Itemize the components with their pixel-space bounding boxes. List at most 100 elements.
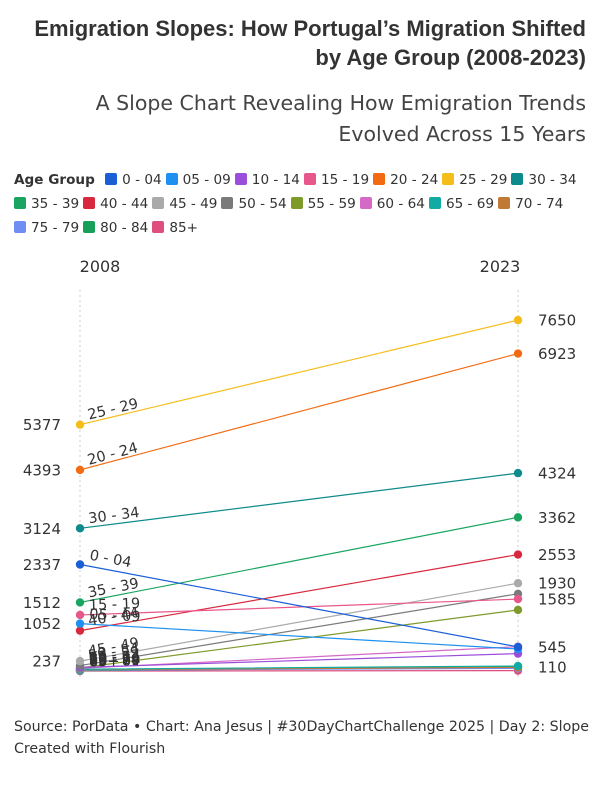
legend-item[interactable]: 10 - 14 [234,168,300,192]
point-start [75,524,85,533]
legend-item[interactable]: 20 - 24 [373,168,438,192]
point-start [75,560,85,569]
column-header-start: 2008 [80,257,121,276]
legend-swatch [511,173,524,185]
slope-line [79,623,519,650]
line-label: 05 - 09 [89,607,141,626]
legend-swatch [359,197,372,209]
slope-line [79,666,519,671]
point-end [513,605,523,615]
point-end [513,550,523,559]
point-end [513,513,523,522]
legend-swatch [221,197,234,209]
value-label-end: 4324 [538,465,576,483]
point-start [75,619,85,628]
legend-label: 65 - 69 [445,196,495,212]
legend-label: 30 - 34 [528,172,577,188]
value-label-end: 3362 [538,509,576,527]
legend-swatch [498,197,511,209]
point-start [75,656,85,666]
line-label: 20 - 24 [86,440,140,469]
line-label: 85+ [89,654,120,670]
legend-label: 40 - 44 [100,196,149,212]
slope-line [79,563,519,648]
legend-label: 45 - 49 [169,196,218,212]
value-label-start: 4393 [23,461,61,479]
point-end [513,468,523,478]
value-label-start: 3124 [23,520,61,538]
legend-swatch [14,197,26,209]
legend-swatch [234,173,247,185]
point-start [75,465,85,475]
line-label: 60 - 64 [88,649,140,668]
chart-subtitle: A Slope Chart Revealing How Emigration T… [95,91,586,146]
legend-label: 85+ [169,220,199,236]
legend-label: 25 - 29 [459,172,508,188]
legend-swatch [303,173,316,185]
value-label-start: 2337 [23,556,61,574]
line-label: 0 - 04 [88,548,132,572]
slope-line [79,352,519,471]
legend-item[interactable]: 35 - 39 [14,192,79,216]
legend-swatch [14,221,26,233]
legend-item[interactable]: 75 - 79 [14,216,79,240]
legend-item[interactable]: 70 - 74 [498,192,563,216]
point-start [75,610,85,620]
legend-item[interactable]: 80 - 84 [83,216,148,240]
legend-item[interactable]: 40 - 44 [83,192,148,216]
legend-label: 35 - 39 [31,196,80,212]
point-start [75,626,85,635]
line-label: 15 - 19 [89,596,141,614]
legend-swatch [165,173,178,185]
legend-label: 60 - 64 [376,196,425,212]
legend-item[interactable]: 45 - 49 [152,192,217,216]
point-end [513,594,523,604]
value-label-end: 2553 [538,546,576,564]
legend-item[interactable]: 65 - 69 [428,192,495,216]
value-label-start: 5377 [23,416,61,434]
point-start [75,420,85,429]
legend-item[interactable]: 55 - 59 [290,192,356,216]
slope-line [79,319,519,426]
legend-item[interactable]: 30 - 34 [511,168,577,192]
column-header-end: 2023 [480,257,521,276]
legend-item[interactable]: 0 - 04 [105,168,162,192]
legend-item[interactable]: 60 - 64 [359,192,425,216]
legend-label: 15 - 19 [320,172,370,188]
legend-swatch [105,173,118,185]
legend-label: 50 - 54 [238,196,287,212]
line-label: 80 - 84 [89,653,140,669]
legend-item[interactable]: 15 - 19 [303,168,370,192]
legend-label: 10 - 14 [251,172,300,188]
source-note: Source: PorData • Chart: Ana Jesus | #30… [14,719,590,735]
legend-item[interactable]: 50 - 54 [221,192,287,216]
legend-swatch [442,173,455,185]
value-label-end: 6923 [538,345,576,363]
point-end [513,642,523,652]
line-label: 30 - 34 [88,505,141,527]
chart-title: Emigration Slopes: How Portugal’s Migrat… [34,16,586,70]
slope-line [79,665,519,670]
legend-label: 55 - 59 [307,196,356,212]
value-label-end: 1930 [538,575,576,593]
flourish-credit[interactable]: Created with Flourish [14,741,166,757]
legend-label: 20 - 24 [390,172,439,188]
legend-item[interactable]: 85+ [152,216,198,240]
line-label: 55 - 59 [87,644,140,667]
legend-item[interactable]: 05 - 09 [165,168,231,192]
value-label-end: 545 [538,638,567,656]
line-label: 25 - 29 [86,396,140,423]
value-label-start: 237 [32,653,61,671]
slope-line [79,516,519,604]
slope-line [79,593,519,667]
legend-swatch [290,197,303,209]
legend-swatch [373,173,386,185]
slope-line [79,472,519,529]
slope-line [79,598,519,616]
footer: Source: PorData • Chart: Ana Jesus | #30… [14,716,589,760]
point-end [513,579,523,588]
legend-label: 80 - 84 [100,220,149,236]
legend-item[interactable]: 25 - 29 [442,168,507,192]
legend: Age Group 0 - 04 05 - 09 10 - 14 15 - 19 20 … [14,168,589,240]
